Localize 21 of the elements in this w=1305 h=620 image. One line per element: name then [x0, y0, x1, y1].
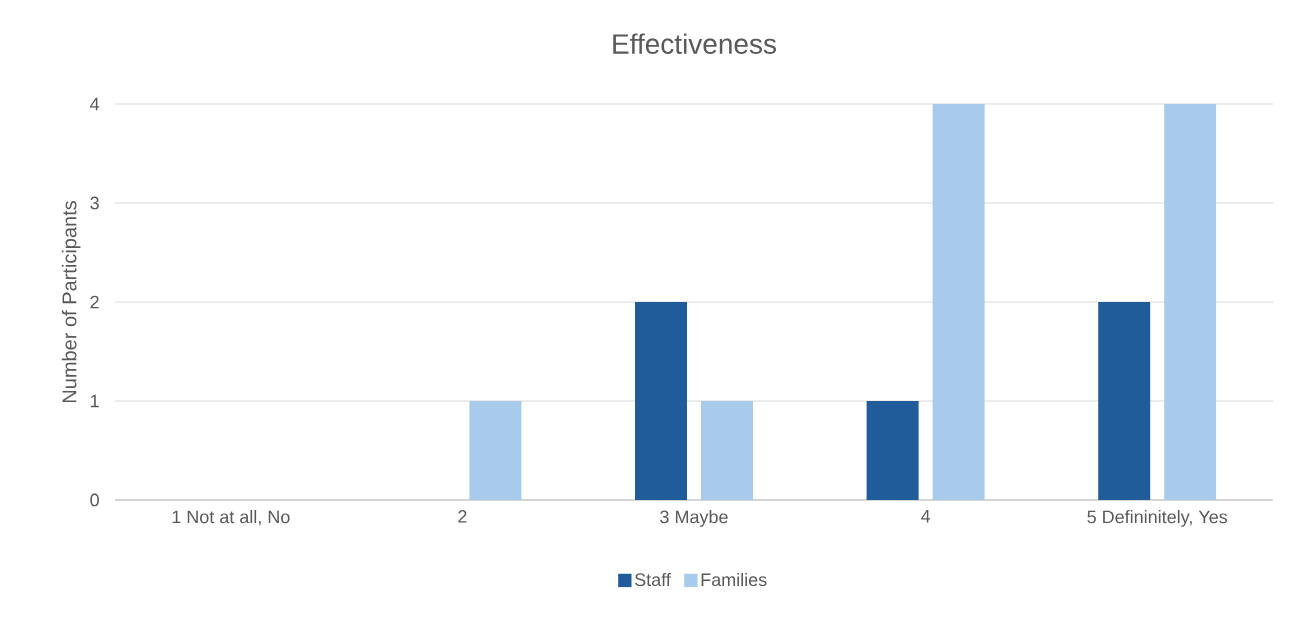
y-tick-label: 3: [90, 196, 99, 210]
x-tick-label: 4: [921, 510, 931, 523]
bar: [701, 400, 754, 500]
y-axis-title: Number of Participants: [61, 201, 81, 403]
bar: [1164, 103, 1217, 500]
x-tick-label: 5 Defininitely, Yes: [1087, 510, 1228, 527]
bar: [635, 301, 688, 500]
bar: [866, 400, 919, 500]
bar: [469, 400, 522, 500]
y-tick-label: 4: [90, 97, 100, 111]
x-tick-label: 1 Not at all, No: [172, 510, 290, 526]
bar: [932, 103, 985, 500]
x-tick-label: 3 Maybe: [660, 510, 728, 527]
bar: [1098, 301, 1151, 500]
legend-label: Staff: [634, 572, 671, 587]
y-tick-label: 2: [90, 295, 99, 309]
y-tick-label: 1: [91, 394, 99, 408]
chart-title: Effectiveness: [613, 33, 776, 54]
y-tick-label: 0: [90, 493, 99, 507]
x-tick-label: 2: [458, 510, 467, 523]
legend-label: Families: [701, 572, 767, 587]
